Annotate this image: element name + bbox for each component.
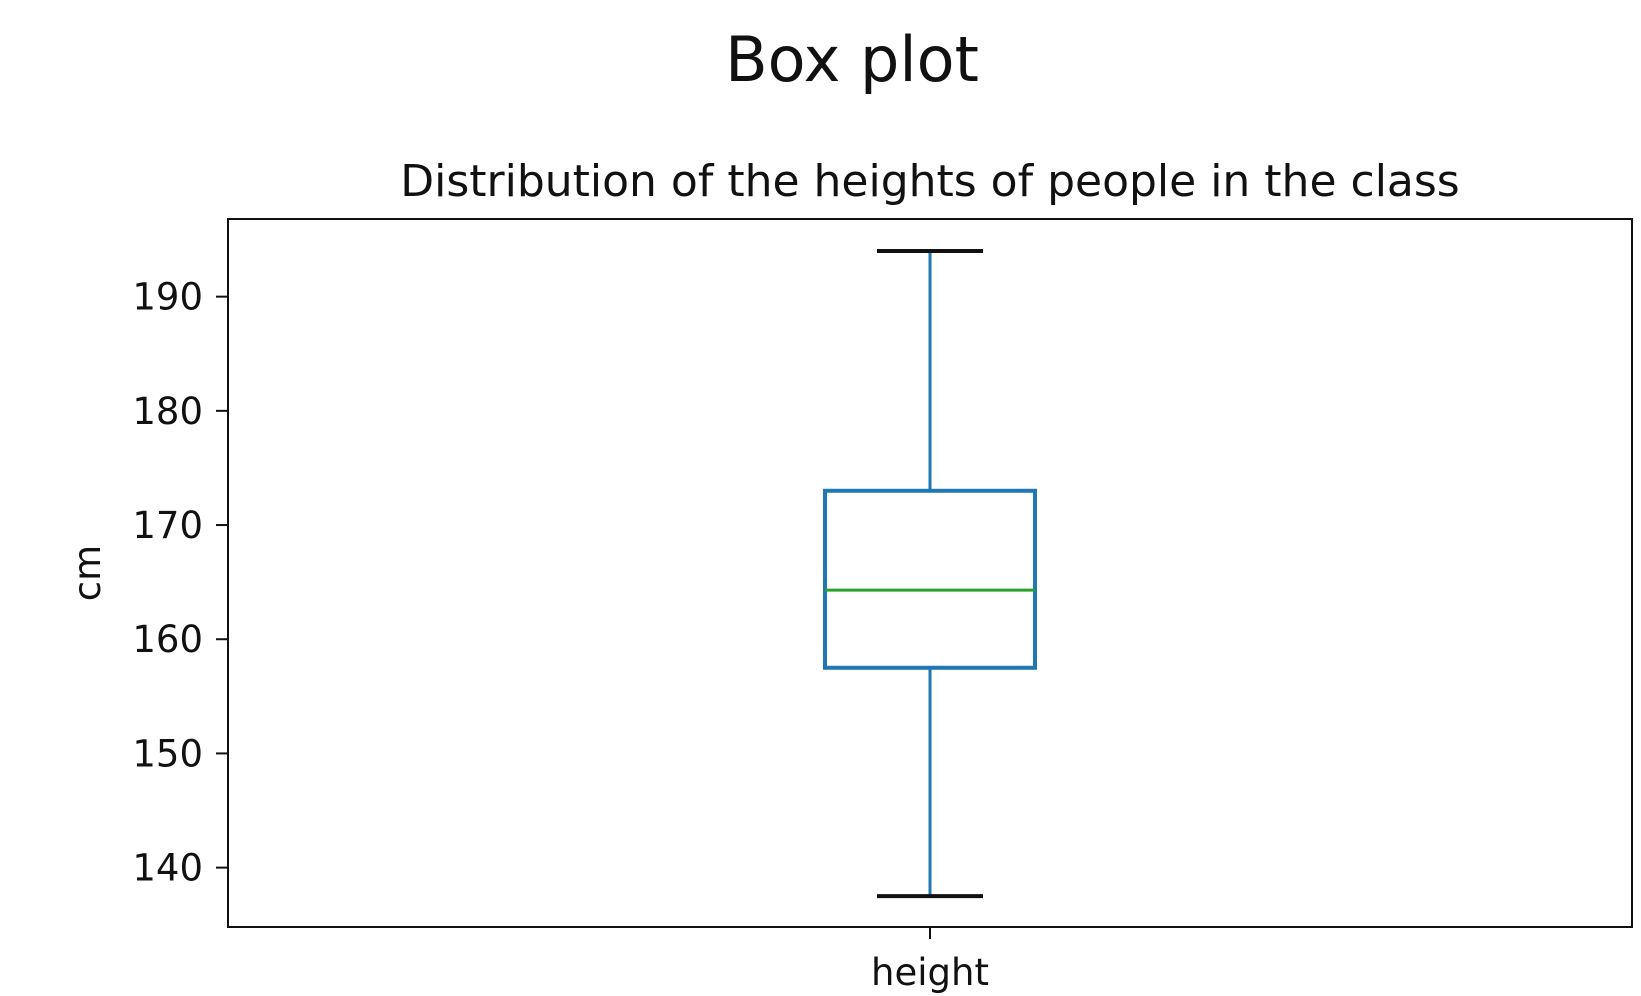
y-tick-label: 180 [132, 390, 203, 433]
y-axis-label: cm [66, 545, 109, 601]
y-tick-label: 140 [132, 847, 203, 890]
y-tick-label: 190 [132, 276, 203, 319]
plot-area: 140 150 160 170 180 190 height [132, 218, 1633, 994]
y-tick-label: 150 [132, 732, 203, 775]
y-tick-label: 170 [132, 504, 203, 547]
figure-title: Box plot [725, 23, 979, 96]
y-tick-label: 160 [132, 618, 203, 661]
chart-title: Distribution of the heights of people in… [400, 156, 1459, 207]
iqr-box [823, 488, 1037, 670]
x-tick-label: height [871, 951, 989, 994]
